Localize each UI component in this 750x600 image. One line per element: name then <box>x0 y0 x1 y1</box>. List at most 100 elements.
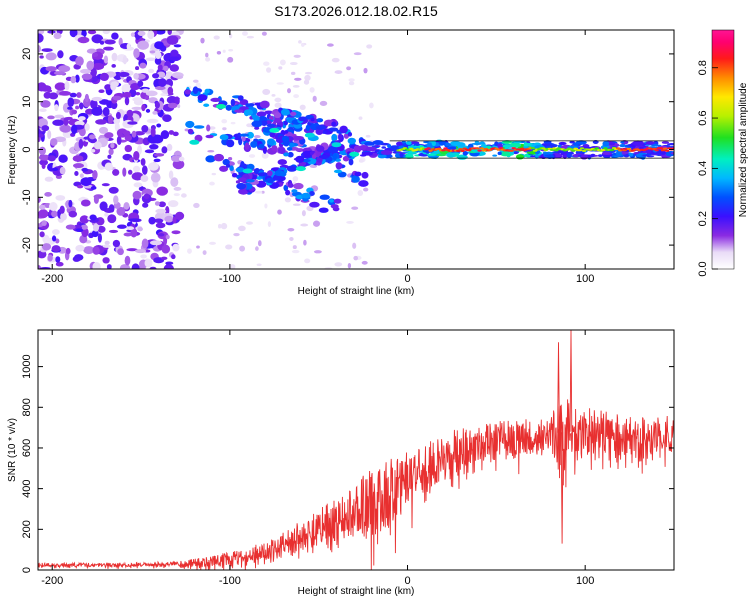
heatmap-cell <box>79 215 90 224</box>
heatmap-cell <box>160 256 168 261</box>
heatmap-cell <box>204 88 210 94</box>
heatmap-cell <box>160 130 170 140</box>
colorbar-ticks: 0.0 0.2 0.4 0.6 0.8 <box>697 60 718 277</box>
heatmap-cell <box>143 193 150 200</box>
heatmap-cell <box>301 43 305 47</box>
heatmap-cell <box>76 184 84 189</box>
heatmap-cell <box>597 154 603 157</box>
heatmap-cell <box>139 62 147 69</box>
heatmap-cell <box>83 136 91 140</box>
heatmap-cell <box>144 149 155 154</box>
snr-y-tick-label: 800 <box>21 398 33 416</box>
heatmap-cell <box>99 99 110 105</box>
heatmap-cell <box>645 141 655 145</box>
heatmap-cell <box>661 141 670 144</box>
heatmap-cell <box>287 151 294 158</box>
heatmap-cell <box>279 59 286 66</box>
heatmap-cell <box>246 131 254 139</box>
heatmap-cell <box>269 177 274 184</box>
heatmap-cell <box>396 141 403 146</box>
heatmap-cell <box>399 153 404 158</box>
heatmap-cell <box>228 48 234 52</box>
heatmap-cell <box>480 141 485 145</box>
heatmap-cell <box>170 154 182 163</box>
heatmap-cell <box>67 97 75 108</box>
heatmap-cell <box>137 226 143 232</box>
heatmap-cell <box>303 239 307 246</box>
heatmap-cell <box>269 132 276 138</box>
heatmap-cell <box>127 121 138 125</box>
heatmap-cell <box>163 264 175 269</box>
heatmap-cell <box>405 141 412 145</box>
heatmap-cell <box>156 123 162 128</box>
heatmap-cell <box>209 181 215 186</box>
heatmap-cell <box>227 56 234 63</box>
heatmap-cell <box>312 220 321 227</box>
heatmap-cell <box>41 243 52 251</box>
heatmap-cell <box>513 140 522 144</box>
heatmap-cell <box>436 153 447 157</box>
heatmap-cell <box>112 239 121 248</box>
heatmap-cell <box>47 115 55 120</box>
heatmap-cell <box>292 203 301 206</box>
heatmap-cell <box>72 155 84 162</box>
heatmap-cell <box>177 104 181 109</box>
heatmap-cell <box>225 104 233 111</box>
heatmap-cell <box>67 106 73 110</box>
heatmap-y-label: Frequency (Hz) <box>7 116 18 185</box>
heatmap-cell <box>154 218 164 223</box>
heatmap-cell <box>289 237 294 241</box>
heatmap-cell <box>310 117 315 122</box>
heatmap-y-tick-label: 20 <box>21 48 33 60</box>
heatmap-cell <box>206 124 211 132</box>
heatmap-cell <box>327 145 339 154</box>
heatmap-cell <box>99 40 105 45</box>
heatmap-cell <box>309 87 315 93</box>
heatmap-cell <box>575 140 587 145</box>
heatmap-cell <box>632 140 644 146</box>
heatmap-cell <box>587 154 595 158</box>
colorbar: 0.0 0.2 0.4 0.6 0.8 Normalized spectral ampl… <box>697 29 749 277</box>
heatmap-cell <box>38 154 51 161</box>
heatmap-cell <box>79 173 84 178</box>
heatmap-cell <box>149 144 159 150</box>
heatmap-cell <box>266 67 272 73</box>
heatmap-cell <box>118 37 123 46</box>
heatmap-cell <box>266 123 276 128</box>
heatmap-cell <box>133 182 143 188</box>
heatmap-cell <box>242 31 248 36</box>
heatmap-cell <box>124 134 133 142</box>
heatmap-cell <box>117 248 124 256</box>
heatmap-cell <box>219 134 229 141</box>
heatmap-cell <box>60 212 67 221</box>
heatmap-cell <box>71 124 78 135</box>
heatmap-cell <box>299 104 306 111</box>
heatmap-cell <box>150 240 162 246</box>
heatmap-cell <box>278 146 286 154</box>
heatmap-cell <box>200 37 205 44</box>
heatmap-cell <box>97 233 102 243</box>
heatmap-cell <box>530 155 536 158</box>
heatmap-cell <box>193 202 200 208</box>
heatmap-cell <box>279 171 287 177</box>
heatmap-x-label: Height of straight line (km) <box>298 286 415 297</box>
heatmap-cell <box>80 224 88 230</box>
heatmap-cell <box>292 84 300 88</box>
heatmap-cell <box>59 91 71 96</box>
heatmap-cell <box>155 86 166 91</box>
heatmap-cell <box>55 195 66 201</box>
heatmap-cell <box>240 161 245 168</box>
heatmap-cell <box>241 136 246 142</box>
heatmap-cell <box>51 167 59 172</box>
heatmap-cell <box>248 154 256 158</box>
heatmap-cell <box>509 142 522 148</box>
heatmap-cell <box>131 263 140 269</box>
heatmap-cell <box>113 195 119 205</box>
heatmap-cell <box>238 225 246 232</box>
heatmap-cell <box>352 242 357 249</box>
heatmap-cell <box>238 188 249 195</box>
heatmap-cell <box>116 224 127 229</box>
heatmap-cell <box>38 33 44 43</box>
heatmap-cell <box>287 88 291 94</box>
heatmap-cell <box>101 183 110 187</box>
